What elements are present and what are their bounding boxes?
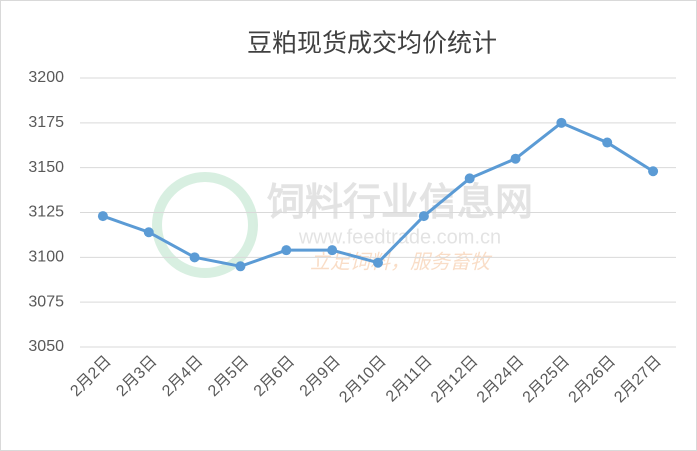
y-tick-label: 3150 <box>28 159 64 176</box>
point <box>281 245 292 256</box>
y-tick-label: 3200 <box>28 69 64 86</box>
y-tick-label: 3125 <box>28 204 64 221</box>
y-tick-label: 3100 <box>28 249 64 266</box>
watermark-logo <box>152 172 258 278</box>
point <box>648 166 659 177</box>
watermark-slogan: 立足饲料，服务畜牧 <box>310 251 493 273</box>
point <box>602 137 613 148</box>
y-tick-label: 3175 <box>28 114 64 131</box>
point <box>189 252 200 263</box>
point <box>327 245 338 256</box>
y-tick-label: 3050 <box>28 338 64 355</box>
point <box>464 173 475 184</box>
point <box>373 257 383 268</box>
point <box>418 211 429 222</box>
point <box>235 261 246 272</box>
point <box>97 211 108 222</box>
point <box>510 153 521 164</box>
chart-title: 豆粕现货成交均价统计 <box>247 30 497 58</box>
point <box>143 227 154 238</box>
watermark-text: 饲料行业信息网 <box>267 182 533 224</box>
point <box>556 117 567 128</box>
watermark-url: www.feedtrade.com.cn <box>298 226 501 248</box>
y-tick-label: 3075 <box>28 293 64 310</box>
watermark: 饲料行业信息网 www.feedtrade.com.cn 立足饲料，服务畜牧 <box>152 172 533 278</box>
